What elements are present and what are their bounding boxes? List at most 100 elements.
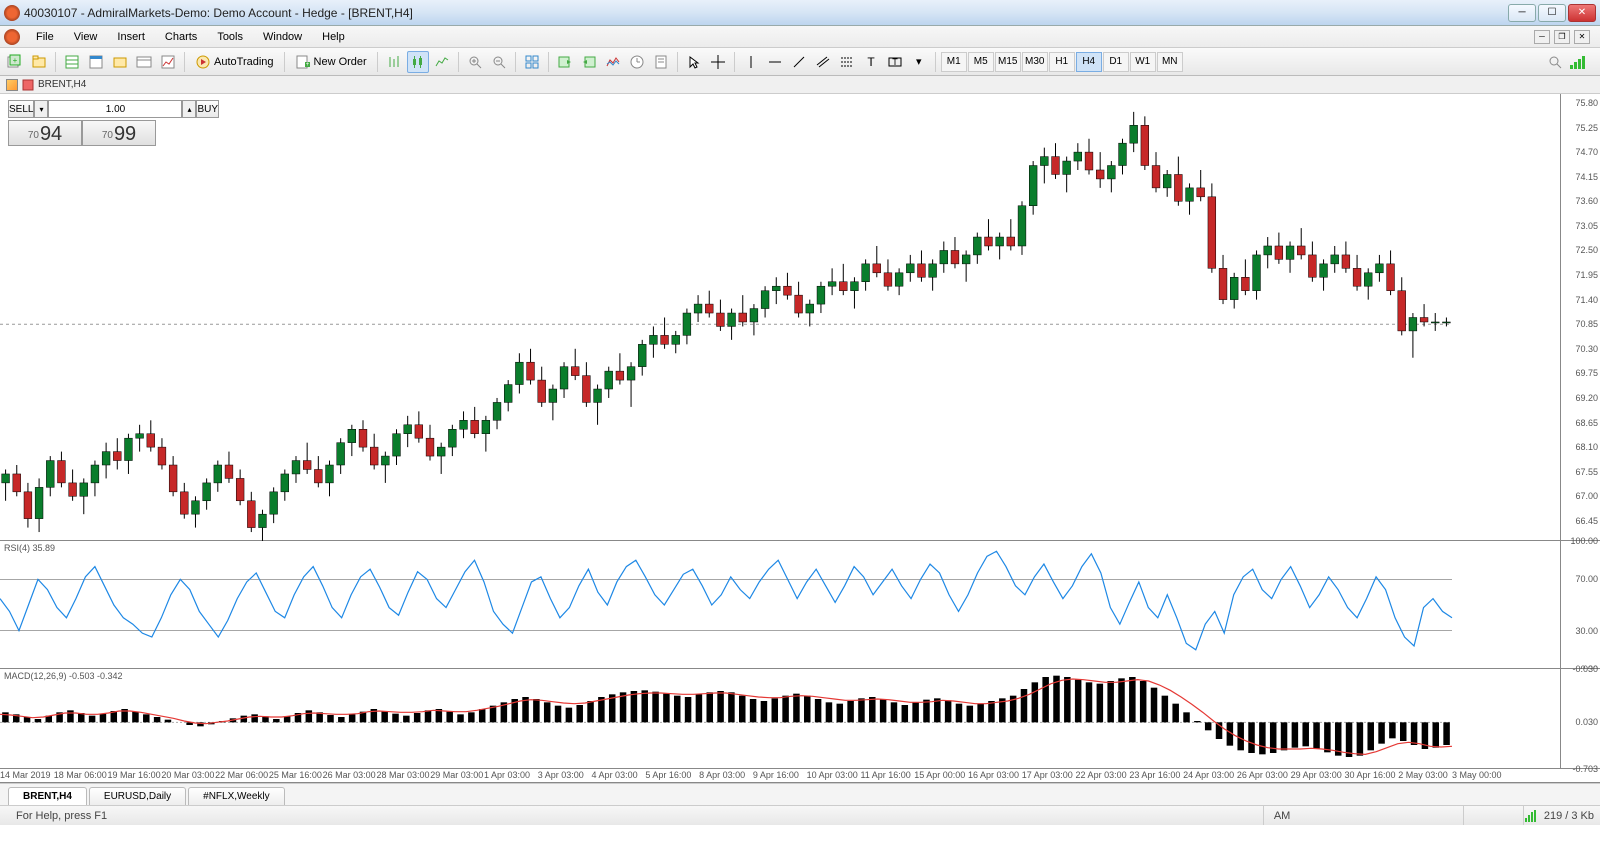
market-watch-icon[interactable]	[61, 51, 83, 73]
new-chart-icon[interactable]: +	[4, 51, 26, 73]
shapes-icon[interactable]: ▾	[908, 51, 930, 73]
timeframe-m30[interactable]: M30	[1022, 52, 1048, 72]
status-mode: AM	[1264, 806, 1464, 825]
close-button[interactable]: ✕	[1568, 4, 1596, 22]
timeframe-w1[interactable]: W1	[1130, 52, 1156, 72]
timeframe-m5[interactable]: M5	[968, 52, 994, 72]
menu-charts[interactable]: Charts	[155, 29, 207, 45]
search-icon[interactable]	[1544, 51, 1566, 73]
time-tick: 15 Apr 00:00	[914, 770, 965, 780]
chart-symbol-label: BRENT,H4	[38, 79, 86, 90]
time-tick: 10 Apr 03:00	[807, 770, 858, 780]
terminal-icon[interactable]	[133, 51, 155, 73]
timeframe-d1[interactable]: D1	[1103, 52, 1129, 72]
time-tick: 11 Apr 16:00	[860, 770, 910, 780]
chart-tab-0[interactable]: BRENT,H4	[8, 787, 87, 805]
time-tick: 3 Apr 03:00	[538, 770, 584, 780]
time-tick: 22 Apr 03:00	[1076, 770, 1127, 780]
chart-tab-1[interactable]: EURUSD,Daily	[89, 787, 186, 805]
oneclick-toggle-icon[interactable]	[22, 79, 34, 91]
timeframe-h1[interactable]: H1	[1049, 52, 1075, 72]
titlebar: 40030107 - AdmiralMarkets-Demo: Demo Acc…	[0, 0, 1600, 26]
status-help: For Help, press F1	[6, 806, 1264, 825]
chart-window-icon	[6, 79, 18, 91]
minimize-button[interactable]: ─	[1508, 4, 1536, 22]
bid-price[interactable]: 7094	[8, 120, 82, 146]
timeframe-mn[interactable]: MN	[1157, 52, 1183, 72]
macd-indicator-panel[interactable]: MACD(12,26,9) -0.503 -0.342 -0.0300.030-…	[0, 669, 1600, 769]
autotrading-label: AutoTrading	[214, 56, 274, 68]
line-chart-icon[interactable]	[431, 51, 453, 73]
candlestick-icon[interactable]	[407, 51, 429, 73]
menu-help[interactable]: Help	[312, 29, 355, 45]
time-tick: 4 Apr 03:00	[592, 770, 638, 780]
ask-price[interactable]: 7099	[82, 120, 156, 146]
cursor-icon[interactable]	[683, 51, 705, 73]
menu-file[interactable]: File	[26, 29, 64, 45]
mdi-minimize-button[interactable]: ─	[1534, 30, 1550, 44]
sell-button[interactable]: SELL	[8, 100, 34, 118]
crosshair-icon[interactable]	[707, 51, 729, 73]
text-icon[interactable]: T	[860, 51, 882, 73]
timeframe-h4[interactable]: H4	[1076, 52, 1102, 72]
menu-view[interactable]: View	[64, 29, 108, 45]
tile-windows-icon[interactable]	[521, 51, 543, 73]
window-title: 40030107 - AdmiralMarkets-Demo: Demo Acc…	[24, 6, 1508, 20]
indicators-icon[interactable]	[602, 51, 624, 73]
time-tick: 3 May 00:00	[1452, 770, 1502, 780]
time-tick: 25 Mar 16:00	[269, 770, 322, 780]
status-empty	[1464, 806, 1524, 825]
rsi-label: RSI(4) 35.89	[4, 543, 55, 553]
new-order-button[interactable]: + New Order	[290, 51, 372, 73]
lot-decrease-button[interactable]: ▾	[34, 100, 48, 118]
menu-insert[interactable]: Insert	[107, 29, 155, 45]
timeframe-m15[interactable]: M15	[995, 52, 1021, 72]
menu-window[interactable]: Window	[253, 29, 312, 45]
time-tick: 2 May 03:00	[1398, 770, 1448, 780]
data-window-icon[interactable]	[85, 51, 107, 73]
zoom-out-icon[interactable]	[488, 51, 510, 73]
time-tick: 19 Mar 16:00	[108, 770, 161, 780]
bar-chart-icon[interactable]	[383, 51, 405, 73]
time-tick: 1 Apr 03:00	[484, 770, 530, 780]
one-click-trading-panel: SELL ▾ ▴ BUY 7094 7099	[8, 100, 156, 146]
templates-icon[interactable]	[650, 51, 672, 73]
mdi-restore-button[interactable]: ❐	[1554, 30, 1570, 44]
new-order-label: New Order	[314, 56, 367, 68]
time-axis: 14 Mar 201918 Mar 06:0019 Mar 16:0020 Ma…	[0, 769, 1600, 783]
text-label-icon[interactable]: T	[884, 51, 906, 73]
rsi-indicator-panel[interactable]: RSI(4) 35.89 0.0030.0070.00100.00	[0, 541, 1600, 669]
mdi-close-button[interactable]: ✕	[1574, 30, 1590, 44]
channel-icon[interactable]	[812, 51, 834, 73]
periods-icon[interactable]	[626, 51, 648, 73]
autotrading-button[interactable]: AutoTrading	[190, 51, 279, 73]
chart-tab-2[interactable]: #NFLX,Weekly	[188, 787, 285, 805]
navigator-icon[interactable]	[109, 51, 131, 73]
menu-tools[interactable]: Tools	[207, 29, 253, 45]
main-price-chart[interactable]: SELL ▾ ▴ BUY 7094 7099 75.8075.2574.7074…	[0, 94, 1600, 541]
macd-axis: -0.0300.030-0.703	[1560, 669, 1600, 768]
horizontal-line-icon[interactable]	[764, 51, 786, 73]
time-tick: 17 Apr 03:00	[1022, 770, 1073, 780]
strategy-tester-icon[interactable]	[157, 51, 179, 73]
window-controls: ─ ☐ ✕	[1508, 4, 1596, 22]
timeframe-m1[interactable]: M1	[941, 52, 967, 72]
vertical-line-icon[interactable]	[740, 51, 762, 73]
toolbar: + AutoTrading + New Order T T ▾ M1M5M15M…	[0, 48, 1600, 76]
profiles-icon[interactable]	[28, 51, 50, 73]
buy-button[interactable]: BUY	[196, 100, 219, 118]
time-tick: 30 Apr 16:00	[1344, 770, 1395, 780]
lot-increase-button[interactable]: ▴	[182, 100, 196, 118]
svg-text:+: +	[305, 62, 309, 68]
chart-shift-icon[interactable]	[578, 51, 600, 73]
maximize-button[interactable]: ☐	[1538, 4, 1566, 22]
time-tick: 18 Mar 06:00	[54, 770, 107, 780]
trendline-icon[interactable]	[788, 51, 810, 73]
price-axis: 75.8075.2574.7074.1573.6073.0572.5071.95…	[1560, 94, 1600, 540]
svg-text:T: T	[892, 57, 898, 67]
time-tick: 14 Mar 2019	[0, 770, 51, 780]
zoom-in-icon[interactable]	[464, 51, 486, 73]
fibonacci-icon[interactable]	[836, 51, 858, 73]
lot-size-input[interactable]	[48, 100, 182, 118]
autoscroll-icon[interactable]	[554, 51, 576, 73]
